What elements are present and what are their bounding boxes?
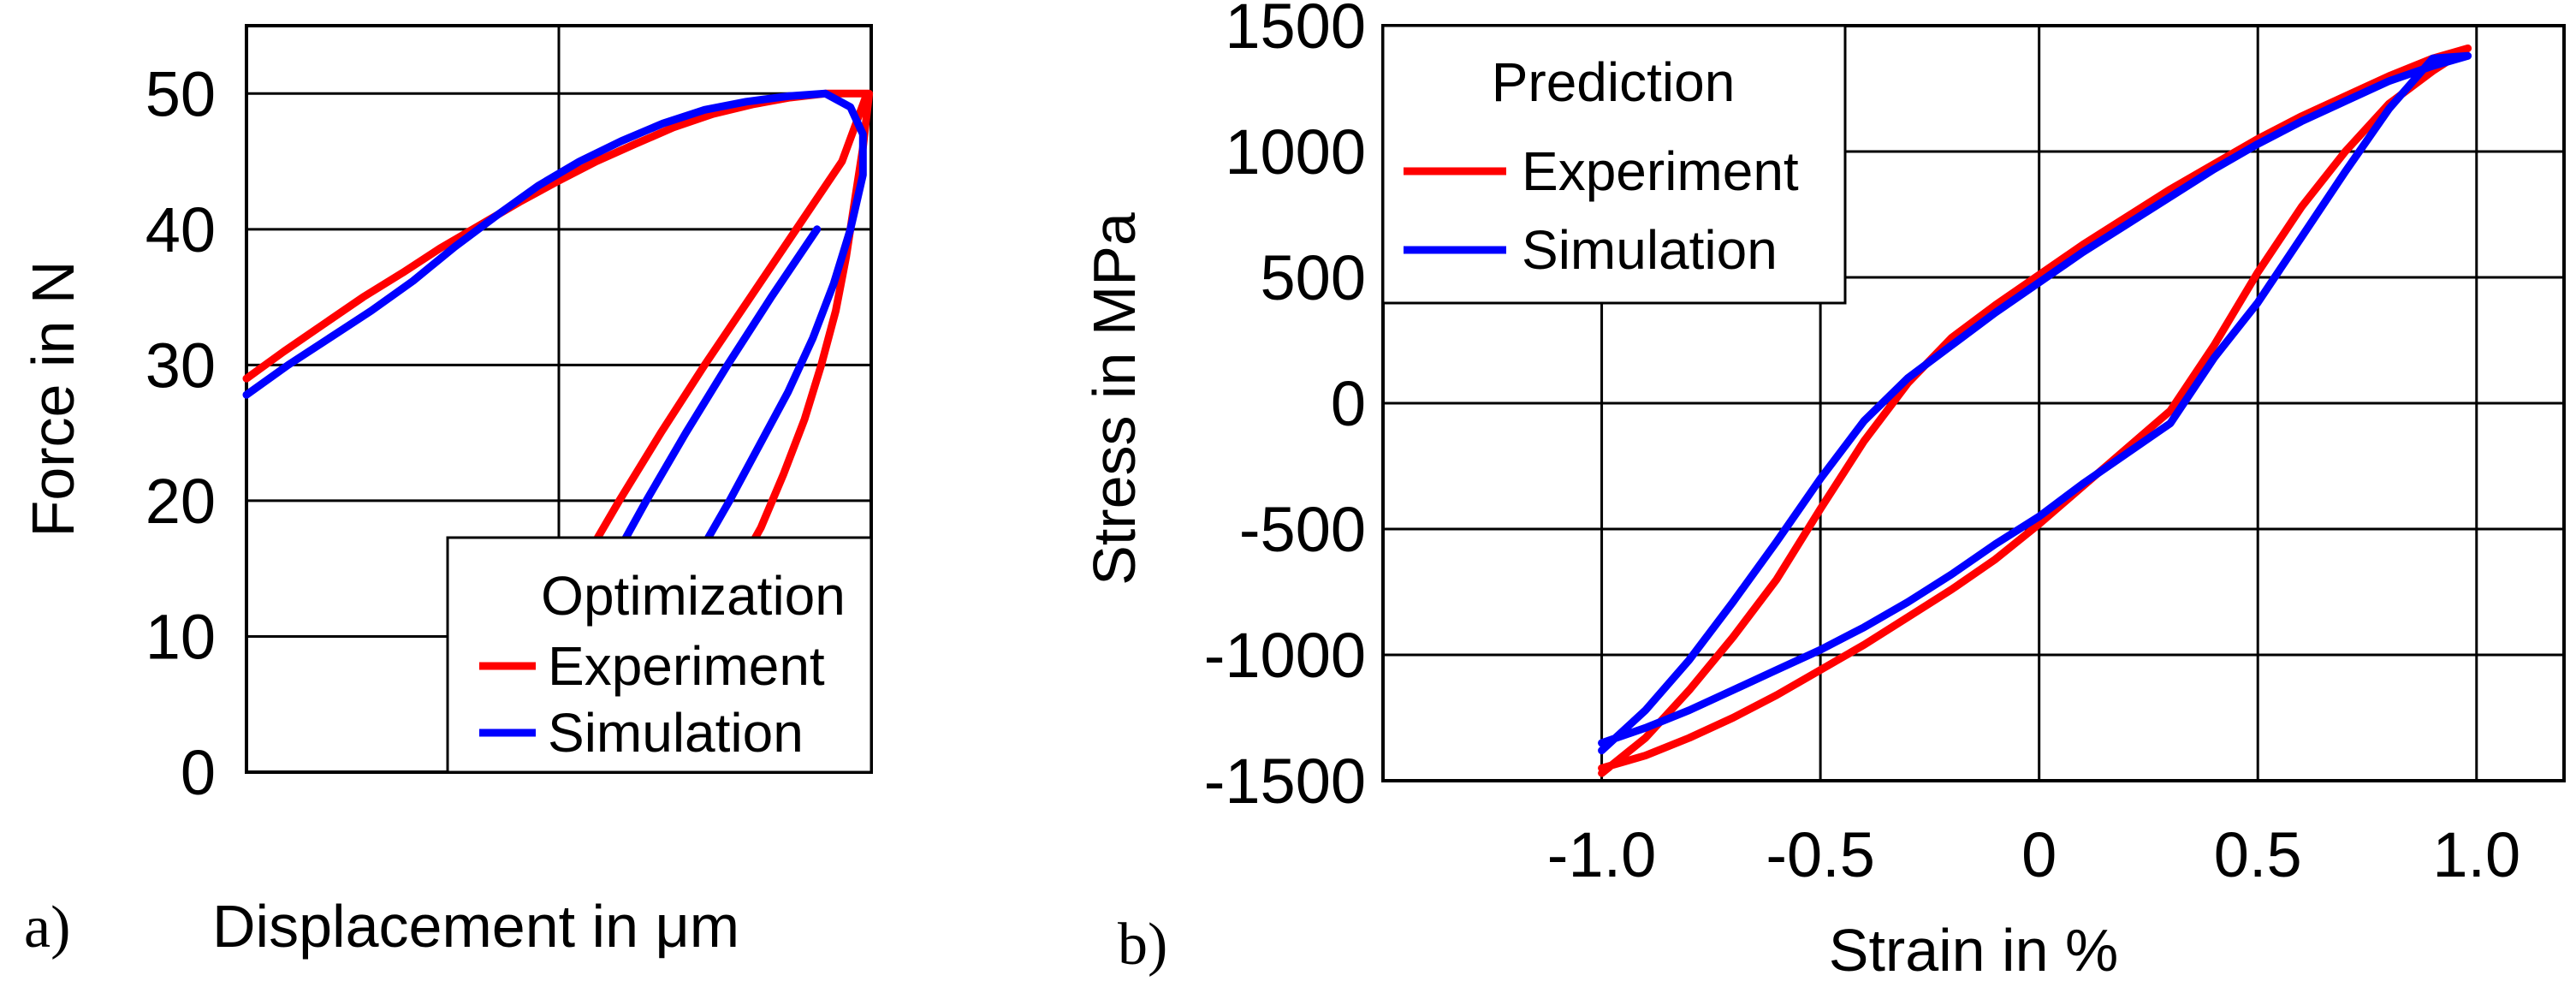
panel-a-y-tick-label: 50 xyxy=(145,58,216,129)
panel-b-y-axis-label: Stress in MPa xyxy=(1081,212,1148,586)
panel-a-legend-label-simulation: Simulation xyxy=(548,702,804,764)
panel-a-legend-title: Optimization xyxy=(541,565,846,627)
panel-a-chart: 0 10 20 30 40 50 Optimization Experiment Simu… xyxy=(20,24,874,960)
panel-b-y-ticks: -1500 -1000 -500 0 500 1000 1500 xyxy=(1204,0,1366,817)
panel-b-legend-label-experiment: Experiment xyxy=(1522,140,1799,202)
panel-b-x-tick-label: -0.5 xyxy=(1766,819,1875,890)
panel-b-x-tick-label: 0.5 xyxy=(2214,819,2302,890)
panel-a-y-ticks: 0 10 20 30 40 50 xyxy=(145,58,216,808)
panel-b-legend-box xyxy=(1381,24,1847,305)
panel-b-x-axis-label: Strain in % xyxy=(1829,917,2118,984)
panel-b-legend-title: Prediction xyxy=(1492,51,1736,113)
panel-a-x-axis-label: Displacement in μm xyxy=(212,893,739,960)
panel-b-x-tick-label: 1.0 xyxy=(2432,819,2520,890)
panel-a-y-tick-label: 40 xyxy=(145,194,216,265)
panel-b-y-tick-label: 500 xyxy=(1261,242,1366,313)
panel-a-legend-label-experiment: Experiment xyxy=(548,635,825,697)
panel-b-y-tick-label: 0 xyxy=(1331,368,1366,439)
panel-b-series-simulation xyxy=(1598,51,2472,755)
panel-b-chart: -1500 -1000 -500 0 500 1000 1500 -1.0 -0.5 0 0.5 1… xyxy=(1081,0,2566,984)
panel-a-y-axis-label: Force in N xyxy=(20,261,86,538)
panel-a-y-tick-label: 20 xyxy=(145,466,216,537)
panel-b-x-ticks: -1.0 -0.5 0 0.5 1.0 xyxy=(1547,819,2520,890)
panel-b-y-tick-label: 1500 xyxy=(1225,0,1366,62)
panel-b-label: b) xyxy=(1118,912,1167,978)
panel-b-series-experiment xyxy=(1598,45,2472,777)
panel-b-legend-label-simulation: Simulation xyxy=(1522,219,1778,281)
panel-b-legend: Prediction Experiment Simulation xyxy=(1381,24,1847,305)
panel-a-y-tick-label: 0 xyxy=(181,737,216,808)
panel-b-y-tick-label: -500 xyxy=(1239,494,1366,565)
panel-a-legend: Optimization Experiment Simulation xyxy=(446,536,873,774)
panel-a-y-tick-label: 30 xyxy=(145,330,216,401)
panel-b-y-tick-label: -1500 xyxy=(1204,746,1366,817)
panel-b-x-tick-label: 0 xyxy=(2021,819,2057,890)
panel-b-series xyxy=(1598,45,2472,777)
panel-a-y-tick-label: 10 xyxy=(145,601,216,672)
panel-b-y-tick-label: -1000 xyxy=(1204,620,1366,691)
panel-b-y-tick-label: 1000 xyxy=(1225,116,1366,187)
panel-a-label: a) xyxy=(24,895,70,960)
panel-b-x-tick-label: -1.0 xyxy=(1547,819,1657,890)
